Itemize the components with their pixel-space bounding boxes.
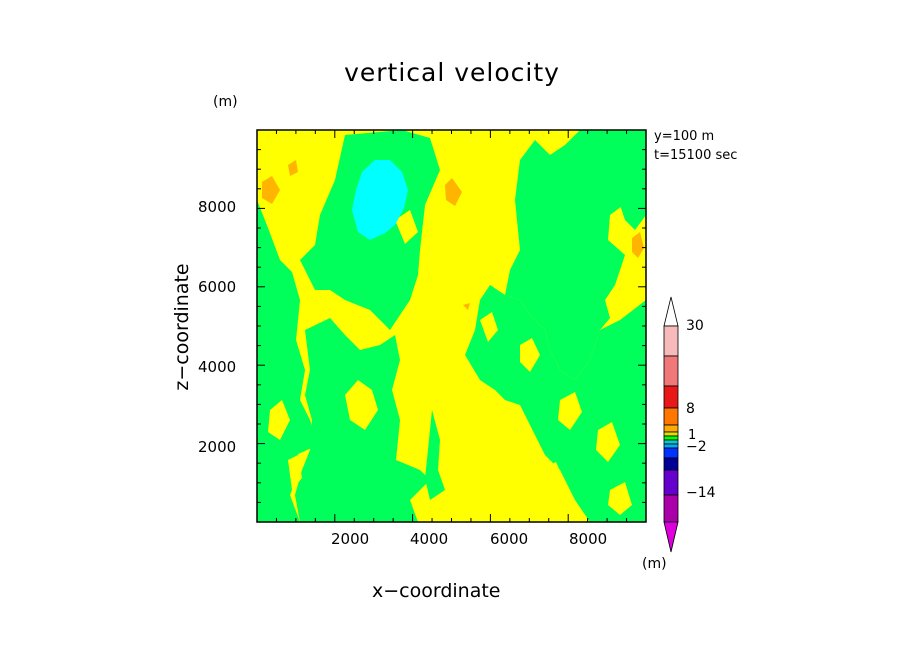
- colorbar-segment: [663, 439, 679, 445]
- colorbar-segment: [663, 385, 679, 409]
- colorbar-label: −14: [686, 485, 716, 501]
- colorbar-segment: [663, 296, 679, 327]
- contour-field: [257, 130, 646, 522]
- x-tick-label: 2000: [331, 530, 370, 548]
- colorbar-label: 30: [686, 318, 704, 334]
- positive-medium-region: [445, 178, 462, 206]
- positive-small-region: [345, 380, 378, 430]
- colorbar-segment: [663, 435, 679, 441]
- colorbar-segment: [663, 469, 679, 496]
- colorbar-segment: [663, 494, 679, 523]
- x-tick-label: 8000: [569, 530, 608, 548]
- colorbar-label: 8: [686, 401, 695, 417]
- positive-small-region: [288, 455, 302, 490]
- chart-title: vertical velocity: [344, 58, 560, 87]
- positive-medium-region: [288, 160, 298, 176]
- colorbar-segment: [663, 521, 679, 553]
- positive-small-region: [538, 462, 565, 498]
- positive-small-region: [520, 338, 540, 372]
- colorbar-unit: (m): [642, 556, 667, 572]
- x-axis-label: x−coordinate: [372, 580, 501, 602]
- x-tick-label: 4000: [410, 530, 449, 548]
- x-tick-label: 6000: [490, 530, 529, 548]
- positive-small-region: [558, 392, 582, 430]
- colorbar-segment: [663, 447, 679, 459]
- y-tick-label: 8000: [198, 198, 237, 216]
- positive-medium-region: [262, 176, 280, 204]
- positive-small-region: [480, 312, 498, 342]
- colorbar-segment: [663, 443, 679, 449]
- colorbar-segment: [663, 407, 679, 426]
- positive-small-region: [268, 400, 290, 440]
- negative-region: [615, 150, 646, 230]
- positive-small-region: [608, 482, 632, 515]
- y-tick-label: 4000: [198, 358, 237, 376]
- colorbar-label: −2: [686, 439, 707, 455]
- colorbar: [663, 296, 679, 553]
- negative-region: [505, 130, 646, 380]
- negative-region: [465, 285, 646, 522]
- negative-region: [425, 410, 445, 500]
- positive-medium-region: [632, 232, 644, 258]
- y-unit-label: (m): [213, 94, 238, 110]
- info-line-t: t=15100 sec: [654, 148, 738, 163]
- y-axis-label: z−coordinate: [171, 263, 193, 391]
- negative-medium-region: [352, 160, 408, 240]
- colorbar-segment: [663, 457, 679, 471]
- colorbar-segment: [663, 355, 679, 387]
- y-tick-label: 6000: [198, 278, 237, 296]
- colorbar-label: 1: [688, 428, 697, 443]
- colorbar-segment: [663, 424, 679, 433]
- colorbar-segment: [663, 431, 679, 437]
- colorbar-segment: [663, 325, 679, 357]
- info-line-y: y=100 m: [654, 129, 715, 144]
- y-tick-label: 2000: [198, 438, 237, 456]
- positive-small-region: [596, 422, 620, 462]
- positive-small-region: [395, 210, 418, 244]
- positive-medium-region: [463, 303, 470, 310]
